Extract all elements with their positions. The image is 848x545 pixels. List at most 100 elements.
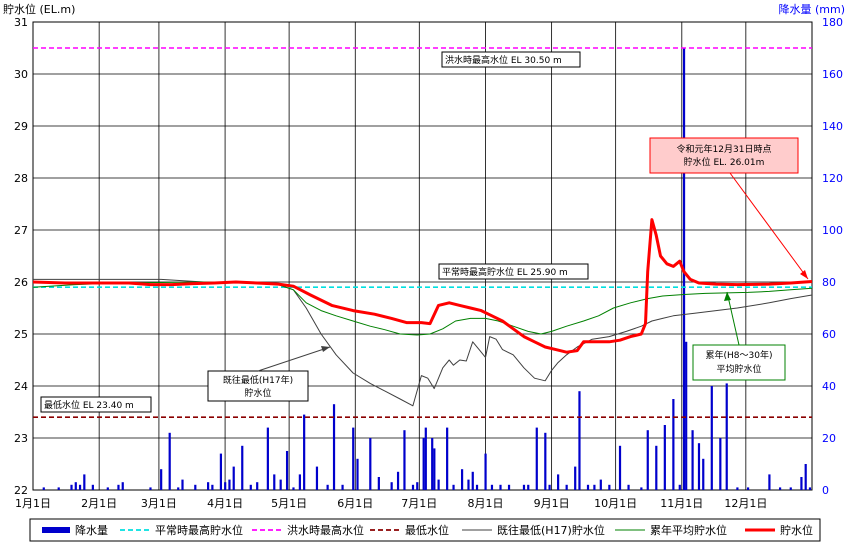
- precipitation-bar: [149, 487, 152, 490]
- arrow-head: [321, 346, 330, 352]
- left-tick-label: 24: [14, 380, 28, 393]
- legend-swatch: [42, 527, 70, 533]
- precipitation-bar: [655, 445, 658, 490]
- right-tick-label: 60: [822, 328, 836, 341]
- precipitation-bar: [42, 487, 45, 490]
- x-tick-label: 11月1日: [660, 497, 703, 510]
- precipitation-bar: [490, 484, 494, 490]
- legend-label: 貯水位: [780, 523, 813, 537]
- precipitation-bar: [57, 487, 60, 490]
- annotations: 洪水時最高水位 EL 30.50 m 平常時最高貯水位 EL 25.90 m 最低水…: [40, 51, 809, 413]
- precipitation-bar: [121, 482, 124, 490]
- precipitation-bar: [266, 427, 269, 490]
- annotation-box: [441, 51, 581, 68]
- reference-lines: [33, 47, 812, 419]
- right-tick-label: 180: [822, 16, 843, 29]
- precipitation-bar: [433, 448, 436, 490]
- precipitation-bar: [228, 479, 231, 490]
- precipitation-bar: [416, 482, 419, 490]
- left-axis-title: 貯水位 (EL.m): [3, 2, 75, 16]
- right-tick-label: 140: [822, 120, 843, 133]
- precipitation-bar: [627, 484, 630, 490]
- left-tick-label: 25: [14, 328, 28, 341]
- annotation-min-level: 最低水位 EL 23.40 m: [44, 399, 134, 411]
- precipitation-bar: [106, 487, 109, 490]
- precipitation-bar: [369, 438, 372, 490]
- precipitation-bar: [437, 479, 440, 490]
- right-tick-label: 40: [822, 380, 836, 393]
- legend-label: 洪水時最高水位: [287, 523, 364, 537]
- precipitation-bar: [663, 425, 666, 490]
- precipitation-bar: [298, 474, 301, 490]
- legend: 降水量 平常時最高貯水位 洪水時最高水位 最低水位 既往最低(H17)貯水位 累年平均貯水…: [29, 518, 821, 542]
- x-tick-label: 8月1日: [467, 497, 503, 510]
- precipitation-bar: [475, 484, 479, 490]
- precipitation-bar: [507, 484, 511, 490]
- precipitation-bar: [424, 427, 427, 490]
- precipitation-bar: [697, 443, 701, 490]
- precipitation-bar: [411, 484, 415, 490]
- right-tick-label: 160: [822, 68, 843, 81]
- legend-label: 最低水位: [405, 523, 449, 537]
- precipitation-bar: [219, 453, 223, 490]
- right-tick-label: 120: [822, 172, 843, 185]
- x-tick-label: 2月1日: [81, 497, 117, 510]
- precipitation-bar: [544, 432, 547, 490]
- precipitation-bar: [725, 383, 728, 490]
- precipitation-bar: [356, 458, 359, 490]
- precipitation-bar: [390, 482, 393, 490]
- left-tick-label: 30: [14, 68, 28, 81]
- precipitation-bar: [710, 386, 713, 490]
- precipitation-bar: [177, 487, 180, 490]
- annotation-arrow: [257, 346, 331, 372]
- annotation-historic-low-2: 貯水位: [244, 387, 271, 399]
- precipitation-bar: [168, 432, 171, 490]
- precipitation-bar: [586, 484, 590, 490]
- annotation-box-current: [649, 137, 799, 174]
- precipitation-bar: [352, 427, 355, 490]
- precipitation-bar: [535, 427, 538, 490]
- precipitation-bar: [377, 477, 380, 490]
- right-tick-label: 100: [822, 224, 843, 237]
- annotation-arrow: [726, 291, 740, 346]
- precipitation-bar: [279, 479, 282, 490]
- precipitation-bar: [249, 484, 252, 490]
- precipitation-bar: [808, 487, 812, 490]
- annotation-average-2: 平均貯水位: [716, 363, 761, 375]
- precipitation-bar: [578, 391, 581, 490]
- precipitation-bar: [789, 487, 792, 490]
- precipitation-bar: [522, 484, 526, 490]
- left-tick-label: 26: [14, 276, 28, 289]
- series-lines: [32, 218, 813, 407]
- precipitation-bar: [640, 487, 643, 490]
- annotation-normal-max: 平常時最高貯水位 EL 25.90 m: [442, 266, 568, 278]
- legend-label: 平常時最高貯水位: [155, 523, 243, 537]
- x-tick-label: 10月1日: [594, 497, 637, 510]
- precipitation-bar: [292, 487, 295, 490]
- precipitation-bar: [422, 438, 425, 490]
- x-tick-label: 7月1日: [401, 497, 437, 510]
- precipitation-bar: [207, 482, 210, 490]
- annotation-box: [438, 263, 589, 280]
- arrow-head: [800, 270, 808, 279]
- precipitation-bar: [736, 487, 739, 490]
- precipitation-bar: [719, 438, 722, 490]
- precipitation-bar: [467, 479, 470, 490]
- annotation-current-date: 令和元年12月31日時点: [677, 143, 772, 155]
- x-tick-label: 5月1日: [271, 497, 307, 510]
- precipitation-bar: [484, 453, 487, 490]
- left-tick-label: 22: [14, 484, 28, 497]
- precipitation-bar: [527, 484, 530, 490]
- x-tick-label: 3月1日: [141, 497, 177, 510]
- left-tick-label: 31: [14, 16, 28, 29]
- series-line: [32, 218, 813, 354]
- legend-box: [29, 518, 821, 542]
- annotation-arrow: [729, 172, 809, 280]
- precipitation-bar: [303, 414, 306, 490]
- annotation-average: 累年(H8～30年): [706, 349, 773, 361]
- precipitation-bar: [74, 482, 77, 490]
- precipitation-bar: [194, 484, 197, 490]
- precipitation-bar: [431, 438, 434, 490]
- precipitation-bar: [678, 484, 681, 490]
- x-tick-label: 6月1日: [337, 497, 373, 510]
